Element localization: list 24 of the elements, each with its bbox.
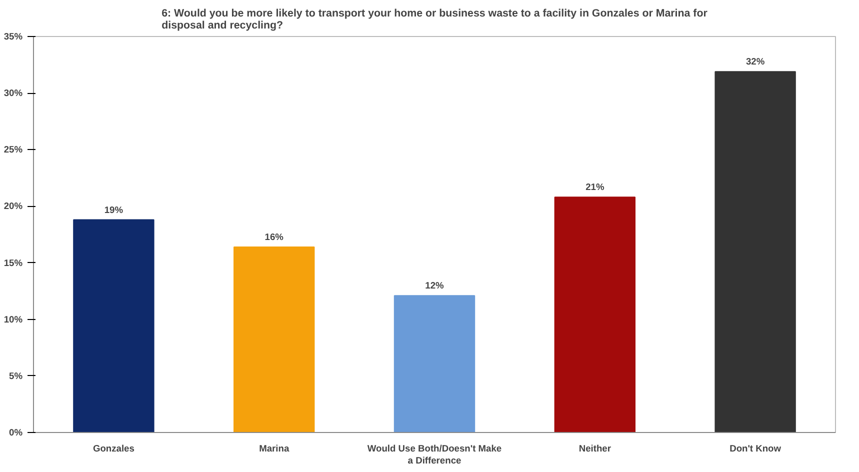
bar (394, 295, 476, 432)
bar (714, 71, 796, 432)
y-tick-label: 30% (4, 88, 24, 98)
data-label: 19% (104, 204, 124, 215)
data-label: 32% (746, 56, 766, 67)
bar (554, 196, 636, 432)
bar (73, 219, 154, 432)
data-label: 21% (586, 182, 605, 192)
chart-title: 6: Would you be more likely to transport your home or business waste to a facility in Gonzales or Marina for disposal and recycling? (162, 8, 708, 32)
x-tick-label: Marina (259, 444, 290, 454)
y-tick-label: 10% (4, 314, 24, 324)
x-tick-label: Neither (578, 444, 612, 454)
data-label: 16% (264, 232, 284, 242)
y-tick-label: 25% (4, 144, 24, 155)
data-label: 12% (425, 280, 445, 291)
x-tick-label: Don't Know (730, 444, 782, 454)
x-tick-label: Gonzales (92, 444, 134, 454)
y-tick-label: 0% (9, 428, 24, 438)
y-tick-label: 15% (4, 258, 24, 268)
x-tick-label: Would Use Both/Doesn't Make a Difference (367, 444, 502, 466)
bar (234, 246, 315, 432)
y-tick-label: 5% (9, 370, 24, 381)
y-tick-label: 20% (4, 201, 24, 212)
y-tick-label: 35% (4, 32, 24, 42)
